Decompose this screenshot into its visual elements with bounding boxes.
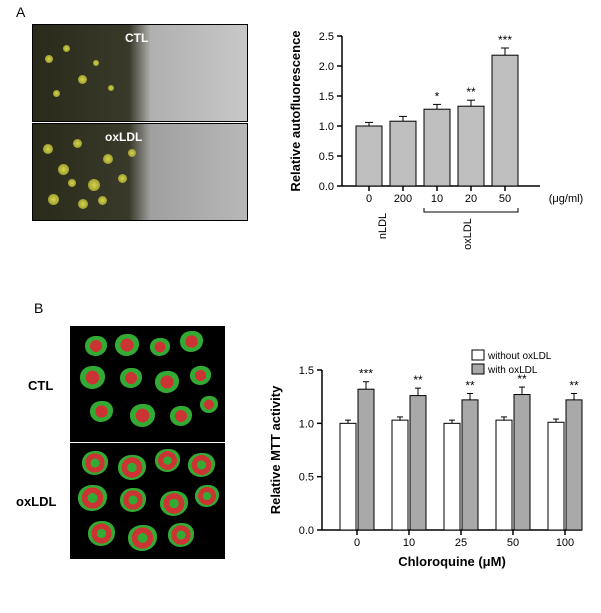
- confocal-oxldl: [70, 443, 225, 559]
- svg-text:0.5: 0.5: [299, 472, 314, 484]
- svg-text:Chloroquine (μM): Chloroquine (μM): [398, 554, 506, 569]
- svg-text:1.0: 1.0: [319, 121, 334, 133]
- confocal-ctl-label: CTL: [28, 378, 53, 393]
- bar: [492, 55, 518, 186]
- svg-text:25: 25: [455, 537, 467, 549]
- micrograph-oxldl-label: oxLDL: [105, 130, 142, 144]
- bar-with: [358, 389, 374, 530]
- bar-with: [566, 400, 582, 530]
- svg-text:**: **: [569, 378, 579, 392]
- svg-text:0: 0: [366, 193, 372, 205]
- svg-text:**: **: [466, 85, 476, 99]
- svg-text:2.0: 2.0: [319, 61, 334, 73]
- panel-b-label: B: [34, 300, 43, 316]
- micrograph-oxldl: oxLDL: [32, 123, 248, 221]
- panel-b-chart: 0.0 0.5 1.0 1.5 Relative MTT activity *** 0 ** 1…: [262, 340, 592, 580]
- bar-without: [340, 423, 356, 530]
- svg-text:50: 50: [507, 537, 519, 549]
- bar: [424, 109, 450, 186]
- bar-without: [548, 422, 564, 530]
- svg-text:with oxLDL: with oxLDL: [487, 365, 538, 376]
- svg-text:10: 10: [403, 537, 415, 549]
- svg-text:1.5: 1.5: [299, 365, 314, 377]
- svg-text:*: *: [435, 89, 440, 103]
- svg-text:1.0: 1.0: [299, 418, 314, 430]
- svg-text:200: 200: [394, 193, 412, 205]
- micrograph-ctl-label: CTL: [125, 31, 148, 45]
- svg-text:Relative autofluorescence: Relative autofluorescence: [288, 30, 303, 191]
- bar: [390, 121, 416, 186]
- bar-without: [392, 420, 408, 530]
- svg-text:without oxLDL: without oxLDL: [487, 351, 552, 362]
- svg-text:oxLDL: oxLDL: [462, 218, 474, 250]
- svg-text:0.5: 0.5: [319, 151, 334, 163]
- svg-text:***: ***: [498, 33, 512, 47]
- bar-with: [410, 396, 426, 530]
- svg-text:***: ***: [359, 367, 373, 381]
- svg-text:1.5: 1.5: [319, 91, 334, 103]
- bar: [458, 106, 484, 186]
- svg-text:0: 0: [354, 537, 360, 549]
- svg-text:100: 100: [556, 537, 574, 549]
- panel-a-chart: 0.0 0.5 1.0 1.5 2.0 2.5 Relative autofluoresce…: [282, 16, 592, 256]
- micrograph-ctl: CTL: [32, 24, 248, 122]
- confocal-ctl: [70, 326, 225, 442]
- bar-without: [444, 423, 460, 530]
- svg-text:**: **: [465, 378, 475, 392]
- confocal-oxldl-label: oxLDL: [16, 494, 56, 509]
- svg-text:(μg/ml): (μg/ml): [549, 193, 583, 205]
- svg-text:2.5: 2.5: [319, 31, 334, 43]
- svg-text:nLDL: nLDL: [377, 213, 389, 239]
- svg-text:**: **: [413, 373, 423, 387]
- svg-text:50: 50: [499, 193, 511, 205]
- bar: [356, 126, 382, 186]
- svg-text:0.0: 0.0: [319, 181, 334, 193]
- svg-text:0.0: 0.0: [299, 525, 314, 537]
- svg-text:20: 20: [465, 193, 477, 205]
- panel-a-label: A: [16, 4, 25, 20]
- bar-with: [514, 395, 530, 530]
- svg-text:10: 10: [431, 193, 443, 205]
- svg-text:Relative MTT activity: Relative MTT activity: [268, 385, 283, 514]
- bar-without: [496, 420, 512, 530]
- bar-with: [462, 400, 478, 530]
